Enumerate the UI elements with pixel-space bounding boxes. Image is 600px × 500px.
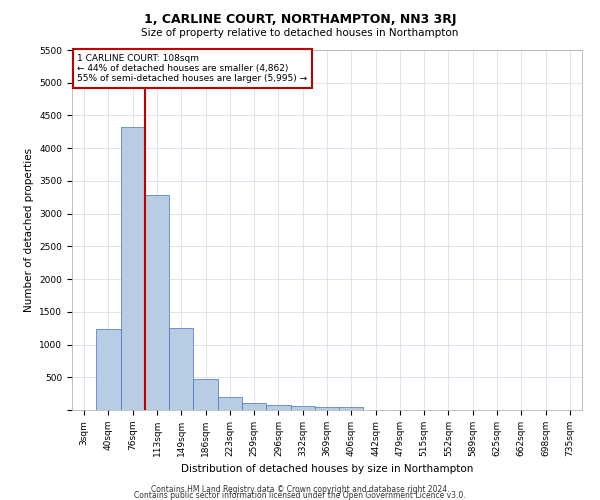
Text: 1, CARLINE COURT, NORTHAMPTON, NN3 3RJ: 1, CARLINE COURT, NORTHAMPTON, NN3 3RJ bbox=[144, 12, 456, 26]
Bar bbox=[315, 406, 339, 410]
X-axis label: Distribution of detached houses by size in Northampton: Distribution of detached houses by size … bbox=[181, 464, 473, 474]
Bar bbox=[169, 328, 193, 410]
Bar bbox=[290, 406, 315, 410]
Bar bbox=[242, 403, 266, 410]
Bar bbox=[145, 196, 169, 410]
Text: Contains public sector information licensed under the Open Government Licence v3: Contains public sector information licen… bbox=[134, 491, 466, 500]
Bar bbox=[193, 378, 218, 410]
Bar bbox=[266, 405, 290, 410]
Bar bbox=[121, 126, 145, 410]
Bar bbox=[339, 408, 364, 410]
Text: Contains HM Land Registry data © Crown copyright and database right 2024.: Contains HM Land Registry data © Crown c… bbox=[151, 485, 449, 494]
Bar bbox=[96, 330, 121, 410]
Y-axis label: Number of detached properties: Number of detached properties bbox=[24, 148, 34, 312]
Text: 1 CARLINE COURT: 108sqm
← 44% of detached houses are smaller (4,862)
55% of semi: 1 CARLINE COURT: 108sqm ← 44% of detache… bbox=[77, 54, 307, 84]
Bar bbox=[218, 397, 242, 410]
Text: Size of property relative to detached houses in Northampton: Size of property relative to detached ho… bbox=[142, 28, 458, 38]
